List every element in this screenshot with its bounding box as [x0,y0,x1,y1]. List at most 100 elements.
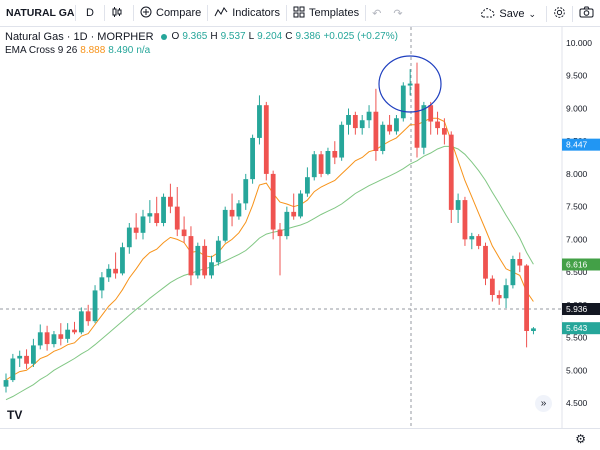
interval-button[interactable]: D [76,0,104,27]
candle-body[interactable] [476,236,482,246]
candle-body[interactable] [366,111,372,121]
candle-body[interactable] [140,216,146,233]
candle-body[interactable] [503,285,509,299]
candle-body[interactable] [311,154,317,178]
candle-body[interactable] [291,211,297,217]
axis-settings-button[interactable]: ⚙ [575,432,586,446]
candle-body[interactable] [72,329,77,333]
candle-body[interactable] [400,85,406,119]
candle-body[interactable] [284,211,290,237]
candle-body[interactable] [428,105,434,122]
candle-body[interactable] [31,345,36,364]
templates-button[interactable]: Templates [287,0,365,27]
candle-body[interactable] [387,124,392,132]
candle-body[interactable] [510,259,516,286]
candle-body[interactable] [126,227,132,248]
candle-body[interactable] [229,209,235,217]
candle-body[interactable] [352,115,358,129]
time-axis[interactable] [0,428,600,450]
candle-body[interactable] [462,200,468,240]
candle-body[interactable] [78,311,84,333]
candle-body[interactable] [373,111,379,151]
candle-body[interactable] [58,334,64,339]
candle-body[interactable] [524,265,529,331]
candle-body[interactable] [531,328,536,331]
candle-body[interactable] [147,213,153,217]
candle-body[interactable] [394,118,399,132]
symbol-search-button[interactable]: NATURAL GA [0,0,75,27]
candle-body[interactable] [236,203,242,217]
indicator-legend-row[interactable]: EMA Cross 9 26 8.888 8.490 n/a [5,44,398,58]
candle-body[interactable] [44,332,50,345]
candle-body[interactable] [257,105,262,138]
candle-body[interactable] [181,229,187,237]
price-tick-label: 9.500 [566,71,588,81]
candle-body[interactable] [448,134,454,210]
scroll-to-realtime-button[interactable]: » [535,395,552,412]
indicator-extra-value: n/a [136,45,151,56]
candle-body[interactable] [133,227,139,233]
candle-body[interactable] [113,268,118,274]
compare-button[interactable]: Compare [134,0,207,27]
candle-body[interactable] [65,329,71,339]
candle-body[interactable] [332,151,338,158]
candle-body[interactable] [469,236,475,240]
indicators-button[interactable]: Indicators [208,0,286,27]
candle-body[interactable] [37,332,43,346]
candle-body[interactable] [215,240,221,263]
candle-body[interactable] [414,83,420,148]
candle-body[interactable] [435,121,440,129]
candle-body[interactable] [17,355,23,359]
candle-body[interactable] [277,229,283,237]
low-value: 9.204 [257,31,283,42]
candle-body[interactable] [298,193,303,217]
candle-body[interactable] [421,105,427,148]
candle-body[interactable] [346,115,351,125]
candle-body[interactable] [106,268,112,278]
candle-body[interactable] [339,124,345,158]
candle-body[interactable] [10,358,16,381]
candle-body[interactable] [359,120,365,129]
candle-body[interactable] [120,247,125,274]
undo-button[interactable]: ↶ [366,0,387,27]
candle-body[interactable] [380,124,386,151]
candle-body[interactable] [3,380,9,387]
candle-body[interactable] [188,236,194,276]
candle-body[interactable] [455,200,461,210]
candle-body[interactable] [85,311,91,322]
candle-body[interactable] [270,173,276,230]
candle-body[interactable] [161,196,166,223]
candle-body[interactable] [154,213,160,223]
chart-style-button[interactable] [105,0,133,27]
candle-body[interactable] [92,290,98,322]
candle-body[interactable] [243,179,249,204]
price-chart[interactable]: 10.0009.5009.0008.5008.0007.5007.0006.50… [0,27,600,428]
snapshot-button[interactable] [573,0,600,27]
candle-body[interactable] [517,259,523,266]
candle-body[interactable] [318,154,324,174]
candle-body[interactable] [263,105,269,174]
redo-button[interactable]: ↷ [387,0,408,27]
candle-body[interactable] [209,262,214,276]
candle-body[interactable] [483,245,488,279]
candle-body[interactable] [250,137,255,180]
settings-button[interactable] [547,0,572,27]
candle-body[interactable] [174,206,180,230]
annotation-circle[interactable] [378,55,442,113]
candle-body[interactable] [24,355,29,364]
candle-body[interactable] [442,128,447,135]
candle-body[interactable] [195,245,201,276]
candle-body[interactable] [168,196,173,207]
candle-body[interactable] [496,295,502,299]
candle-body[interactable] [489,278,495,295]
price-legend-row[interactable]: Natural Gas · 1D · MORPHER O 9.365 H 9.537… [5,30,398,44]
candle-body[interactable] [222,209,228,241]
divider [104,5,105,21]
candle-body[interactable] [325,151,331,174]
candle-body[interactable] [305,177,310,194]
candle-body[interactable] [202,245,208,276]
save-button[interactable]: Save ⌄ [473,0,546,27]
candle-body[interactable] [51,334,57,345]
candle-body[interactable] [99,277,105,291]
candle-body[interactable] [407,83,413,86]
